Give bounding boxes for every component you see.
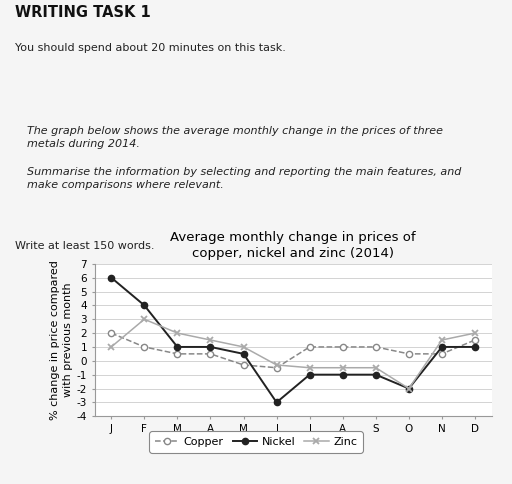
Text: You should spend about 20 minutes on this task.: You should spend about 20 minutes on thi… xyxy=(15,43,286,53)
Text: Write at least 150 words.: Write at least 150 words. xyxy=(15,241,155,251)
Text: The graph below shows the average monthly change in the prices of three
metals d: The graph below shows the average monthl… xyxy=(28,126,462,190)
X-axis label: Month: Month xyxy=(273,438,313,448)
Text: WRITING TASK 1: WRITING TASK 1 xyxy=(15,5,151,20)
Legend: Copper, Nickel, Zinc: Copper, Nickel, Zinc xyxy=(150,431,362,453)
Title: Average monthly change in prices of
copper, nickel and zinc (2014): Average monthly change in prices of copp… xyxy=(170,231,416,260)
Y-axis label: % change in price compared
with previous month: % change in price compared with previous… xyxy=(50,260,73,420)
